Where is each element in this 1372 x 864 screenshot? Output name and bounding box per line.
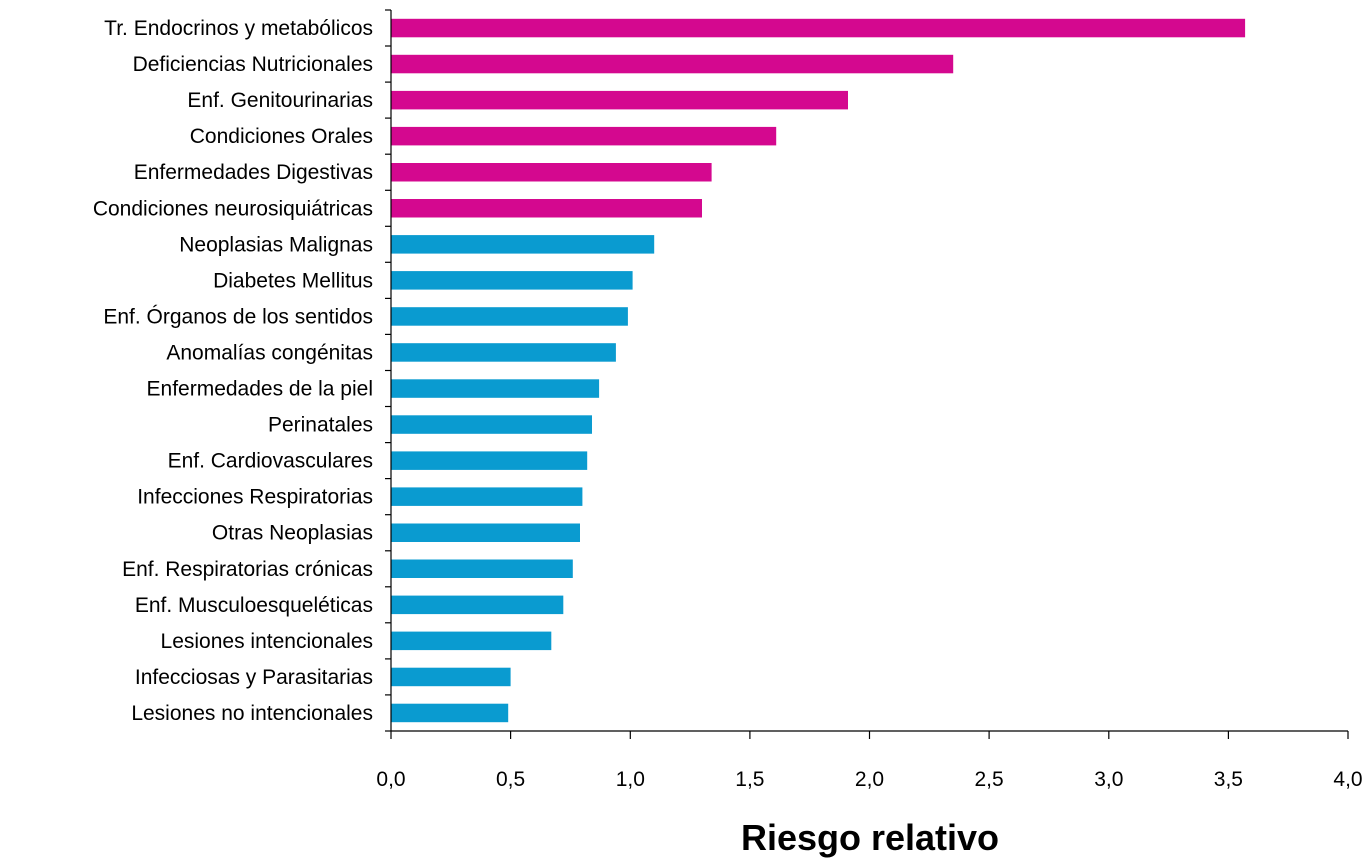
bar [391,631,552,651]
bars-group [391,18,1246,723]
bar [391,235,655,254]
category-label: Enf. Respiratorias crónicas [122,558,373,581]
x-tick-label: 2,0 [855,768,884,791]
x-tick-label: 4,0 [1333,768,1362,791]
x-axis-title: Riesgo relativo [741,817,999,858]
bar [391,595,564,615]
bar [391,379,600,398]
category-label: Enf. Musculoesqueléticas [135,594,373,617]
category-label: Lesiones no intencionales [131,702,373,725]
bar [391,703,509,723]
bar [391,559,573,578]
category-label: Otras Neoplasias [212,522,373,545]
x-tick-label: 2,5 [974,768,1003,791]
category-label: Diabetes Mellitus [213,269,373,292]
bar [391,18,1246,38]
x-tick-label: 3,5 [1214,768,1243,791]
category-labels: Tr. Endocrinos y metabólicos Deficiencias… [93,17,373,725]
bar [391,451,588,470]
category-label: Condiciones Orales [190,125,373,148]
bar [391,667,511,687]
y-axis-ticks [385,9,391,732]
bar [391,90,848,110]
category-label: Tr. Endocrinos y metabólicos [104,17,373,40]
category-label: Enf. Órganos de los sentidos [103,305,373,328]
x-tick-label: 1,0 [616,768,645,791]
category-label: Enfermedades Digestivas [134,161,373,184]
bar [391,199,702,218]
x-tick-label: 0,0 [376,768,405,791]
bar [391,126,777,146]
category-label: Neoplasias Malignas [179,233,373,256]
bar [391,343,616,362]
bar [391,163,712,182]
bar [391,415,592,434]
category-label: Deficiencias Nutricionales [133,53,373,76]
x-tick-label: 3,0 [1094,768,1123,791]
category-label: Infecciosas y Parasitarias [135,666,373,689]
category-label: Enfermedades de la piel [147,378,373,401]
category-label: Lesiones intencionales [161,630,373,653]
category-label: Enf. Genitourinarias [187,89,373,112]
category-label: Infecciones Respiratorias [137,486,373,509]
category-label: Condiciones neurosiquiátricas [93,197,373,220]
x-axis-ticks: 0,0 0,5 1,0 1,5 2,0 2,5 3,0 3,5 4,0 [376,731,1363,791]
category-label: Anomalías congénitas [166,342,373,365]
category-label: Perinatales [268,414,373,437]
bar [391,487,583,506]
category-label: Enf. Cardiovasculares [168,450,373,473]
bar [391,523,580,542]
bar [391,271,633,290]
x-tick-label: 0,5 [496,768,525,791]
bar [391,54,954,74]
bar [391,307,628,326]
x-tick-label: 1,5 [735,768,764,791]
